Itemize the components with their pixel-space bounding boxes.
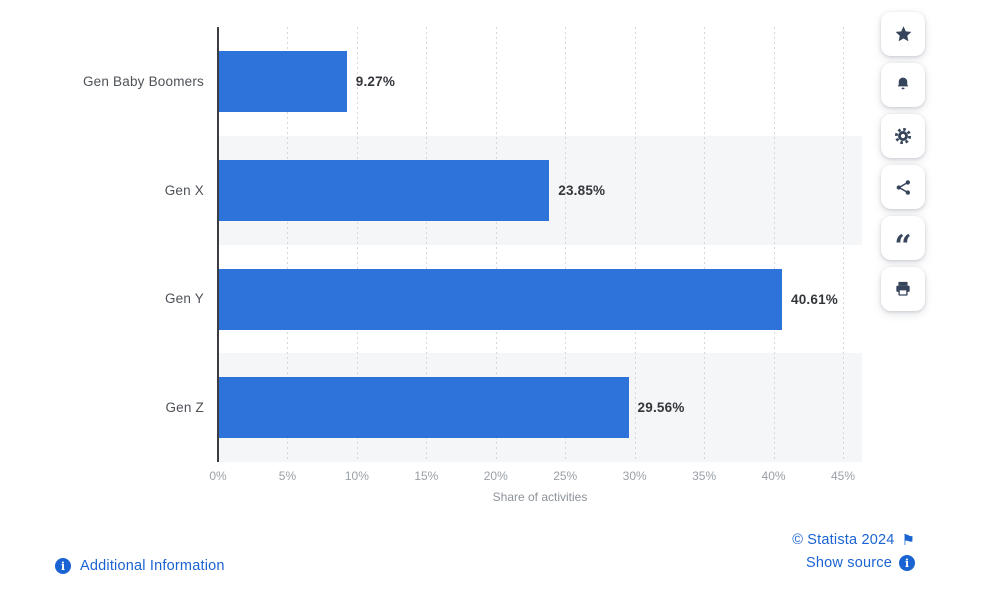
favorite-button[interactable] — [881, 12, 925, 56]
x-tick-label: 45% — [830, 469, 856, 483]
bar[interactable] — [218, 268, 783, 330]
category-label: Gen Y — [164, 291, 204, 307]
bar[interactable] — [218, 51, 347, 112]
share-button[interactable] — [881, 165, 925, 209]
show-source-link[interactable]: Show source i — [806, 555, 915, 571]
category-label: Gen Z — [165, 400, 204, 416]
x-tick-label: 25% — [553, 469, 578, 483]
category-label: Gen X — [164, 182, 204, 198]
chart-row: Gen Y 40.61% — [0, 245, 862, 354]
settings-button[interactable] — [881, 114, 925, 158]
flag-icon[interactable]: ⚑ — [901, 531, 915, 549]
y-axis-line — [217, 27, 219, 462]
chart-toolbar: “ — [881, 12, 925, 311]
row-band: 9.27% — [218, 27, 862, 136]
alerts-button[interactable] — [881, 63, 925, 107]
chart-rows: Gen Baby Boomers 9.27% Gen X 23.85% Gen Y 40.… — [0, 27, 862, 462]
x-tick-label: 0% — [209, 469, 227, 483]
chart-row: Gen X 23.85% — [0, 135, 862, 245]
x-tick-label: 30% — [622, 469, 647, 483]
bar-value-label: 23.85% — [558, 182, 606, 198]
x-axis-ticks: 0% 5% 10% 15% 20% 25% 30% 35% 40% 45% — [209, 469, 862, 485]
share-icon — [894, 178, 913, 197]
bar[interactable] — [218, 377, 629, 439]
info-icon[interactable]: i — [899, 555, 915, 571]
footer-right: © Statista 2024 ⚑ Show source i — [792, 532, 915, 571]
x-tick-label: 10% — [344, 469, 369, 483]
row-band: 40.61% — [218, 245, 862, 354]
statista-copyright: © Statista 2024 ⚑ — [792, 532, 915, 548]
printer-icon — [893, 279, 913, 299]
bar[interactable] — [218, 159, 550, 221]
print-button[interactable] — [881, 267, 925, 311]
x-tick-label: 35% — [692, 469, 717, 483]
star-icon — [893, 24, 914, 45]
gear-icon — [893, 126, 913, 146]
bell-icon — [893, 75, 913, 95]
citation-button[interactable]: “ — [881, 216, 925, 262]
bar-chart: Gen Baby Boomers 9.27% Gen X 23.85% Gen Y 40.… — [0, 27, 862, 504]
info-icon[interactable]: i — [55, 558, 71, 574]
x-axis-label: Share of activities — [492, 490, 588, 504]
x-tick-label: 15% — [414, 469, 439, 483]
x-tick-label: 20% — [483, 469, 508, 483]
copyright-label[interactable]: © Statista 2024 — [792, 532, 895, 548]
row-band: 23.85% — [218, 135, 862, 245]
bar-value-label: 29.56% — [637, 400, 685, 416]
x-tick-label: 40% — [761, 469, 786, 483]
chart-row: Gen Baby Boomers 9.27% — [0, 27, 862, 136]
additional-information-link[interactable]: i Additional Information — [55, 558, 225, 574]
bar-value-label: 9.27% — [355, 74, 396, 89]
category-label: Gen Baby Boomers — [82, 73, 204, 89]
show-source-label[interactable]: Show source — [805, 555, 892, 571]
x-tick-label: 5% — [278, 469, 297, 483]
additional-information-label[interactable]: Additional Information — [80, 558, 225, 574]
row-band: 29.56% — [218, 353, 862, 462]
bar-value-label: 40.61% — [791, 291, 839, 307]
chart-row: Gen Z 29.56% — [0, 353, 862, 462]
